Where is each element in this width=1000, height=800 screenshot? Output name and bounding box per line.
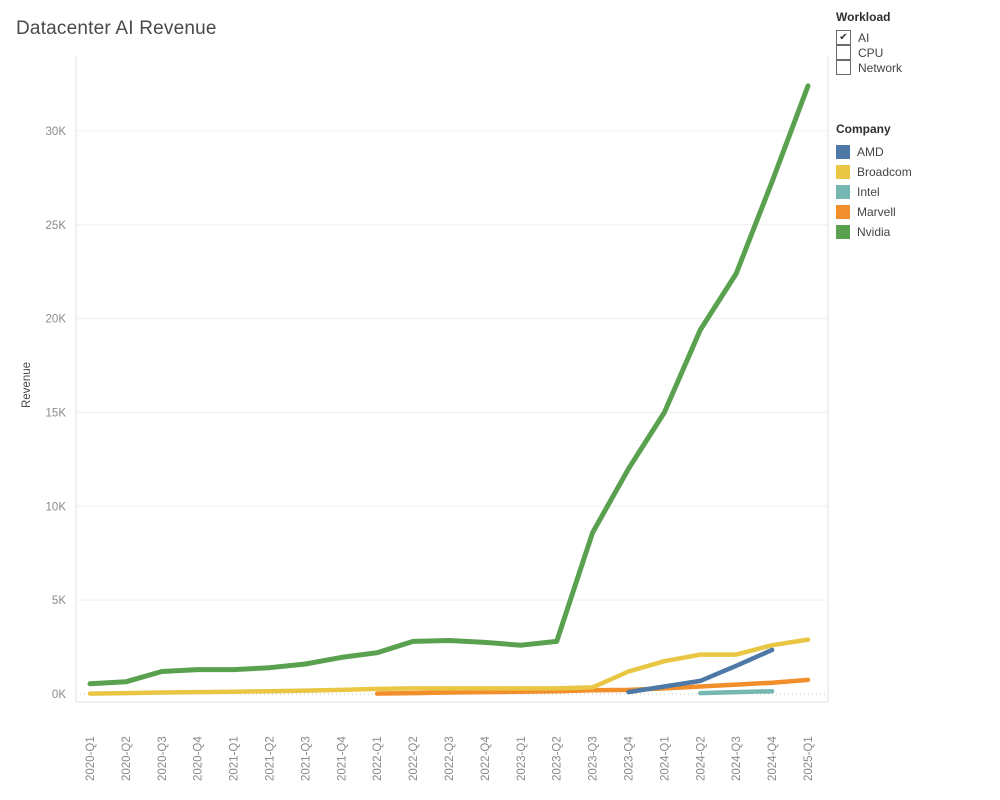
company-item-label: Intel (857, 185, 880, 199)
y-axis-title: Revenue (21, 362, 33, 408)
series-line-amd[interactable] (626, 647, 775, 695)
workload-legend: Workload ✔ AI CPU Network (836, 10, 902, 75)
x-tick-label: 2021-Q3 (300, 736, 312, 781)
checkbox-cpu[interactable] (836, 44, 851, 60)
intel-color-swatch (836, 185, 850, 199)
x-tick-label: 2024-Q4 (767, 736, 779, 781)
series-line-nvidia[interactable] (87, 83, 811, 687)
marvell-color-swatch (836, 205, 850, 219)
x-tick-label: 2022-Q4 (480, 736, 492, 781)
x-tick-label: 2021-Q1 (229, 736, 241, 781)
checkmark-icon: ✔ (839, 31, 848, 43)
workload-legend-title: Workload (836, 10, 891, 24)
y-tick-label: 0K (52, 689, 66, 701)
nvidia-color-swatch (836, 225, 850, 239)
workload-item-label: AI (858, 30, 870, 45)
checkbox-network[interactable] (836, 59, 851, 75)
x-tick-label: 2022-Q1 (372, 736, 384, 781)
company-item-nvidia[interactable]: Nvidia (836, 222, 912, 242)
company-item-label: Broadcom (857, 165, 912, 179)
x-tick-label: 2022-Q3 (444, 736, 456, 781)
x-tick-label: 2023-Q2 (552, 736, 564, 781)
x-tick-label: 2023-Q1 (516, 736, 528, 781)
x-tick-label: 2022-Q2 (408, 736, 420, 781)
page-title: Datacenter AI Revenue (16, 18, 217, 39)
x-tick-label: 2020-Q3 (157, 736, 169, 781)
y-tick-label: 25K (46, 220, 67, 232)
x-tick-label: 2021-Q4 (336, 736, 348, 781)
x-tick-label: 2020-Q4 (193, 736, 205, 781)
company-item-marvell[interactable]: Marvell (836, 202, 912, 222)
x-tick-label: 2024-Q1 (659, 736, 671, 781)
series-line-intel[interactable] (698, 688, 775, 696)
y-tick-label: 5K (52, 595, 66, 607)
y-tick-label: 30K (46, 126, 67, 138)
company-item-amd[interactable]: AMD (836, 142, 912, 162)
x-tick-label: 2024-Q3 (731, 736, 743, 781)
x-tick-label: 2021-Q2 (265, 736, 277, 781)
y-tick-label: 20K (46, 314, 67, 326)
checkbox-ai[interactable]: ✔ (836, 29, 851, 45)
workload-item-network[interactable]: Network (836, 59, 903, 75)
broadcom-color-swatch (836, 165, 850, 179)
company-item-intel[interactable]: Intel (836, 182, 912, 202)
workload-item-label: Network (858, 60, 903, 75)
company-legend-title: Company (836, 122, 891, 136)
y-tick-label: 15K (46, 407, 67, 419)
y-tick-label: 10K (46, 501, 67, 513)
x-tick-label: 2024-Q2 (695, 736, 707, 781)
company-item-label: Marvell (857, 205, 896, 219)
workload-item-ai[interactable]: ✔ AI (836, 29, 902, 45)
workload-item-cpu[interactable]: CPU (836, 44, 902, 60)
x-tick-label: 2020-Q1 (85, 736, 97, 781)
series-line-marvell[interactable] (374, 677, 811, 696)
company-item-broadcom[interactable]: Broadcom (836, 162, 912, 182)
x-tick-label: 2025-Q1 (803, 736, 815, 781)
x-tick-label: 2023-Q4 (624, 736, 636, 781)
company-item-label: Nvidia (857, 225, 891, 239)
x-tick-label: 2020-Q2 (121, 736, 133, 781)
workload-item-label: CPU (858, 45, 884, 60)
x-tick-label: 2023-Q3 (588, 736, 600, 781)
company-item-label: AMD (857, 145, 884, 159)
amd-color-swatch (836, 145, 850, 159)
series-line-broadcom[interactable] (87, 637, 811, 696)
company-legend: Company AMD Broadcom Intel Marvell Nvidi… (836, 122, 912, 242)
